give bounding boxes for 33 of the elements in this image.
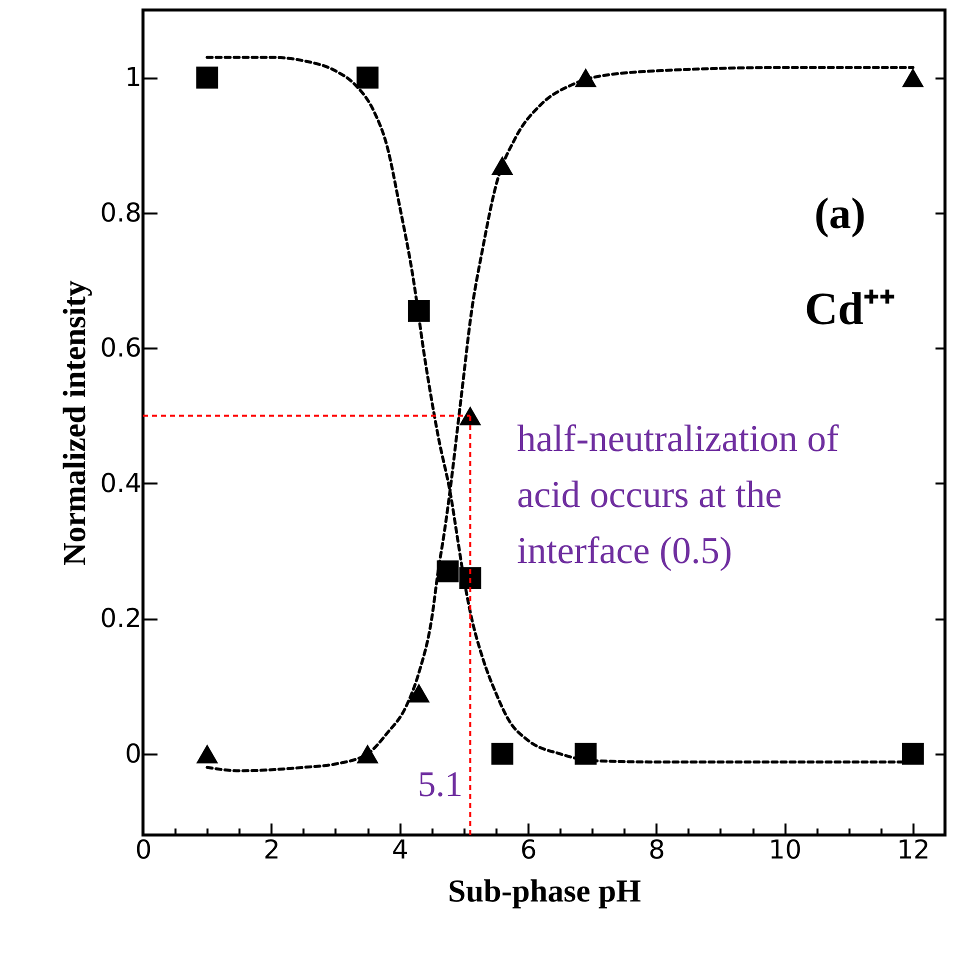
y-tick-label: 0.8 xyxy=(100,198,142,228)
y-tick-label: 1 xyxy=(124,63,142,94)
y-tick-label: 0.2 xyxy=(100,604,142,634)
point xyxy=(356,66,379,89)
point xyxy=(459,406,482,426)
point xyxy=(574,68,597,88)
annotation: (a) xyxy=(814,189,866,238)
point xyxy=(574,742,597,765)
point xyxy=(408,684,430,702)
y-tick-label: 0.6 xyxy=(100,334,142,364)
y-tick-label: 0 xyxy=(124,739,142,770)
point xyxy=(491,156,514,176)
point xyxy=(196,66,218,89)
x-tick-label: 12 xyxy=(896,836,930,866)
ref-line-label: 5.1 xyxy=(418,764,463,804)
point xyxy=(436,560,459,582)
point xyxy=(459,567,482,589)
x-tick-label: 4 xyxy=(392,836,408,866)
point xyxy=(902,742,924,765)
point xyxy=(408,300,430,322)
point xyxy=(196,744,218,764)
point xyxy=(356,744,379,764)
y-axis-title: Normalized intensity xyxy=(56,280,92,566)
x-tick-label: 6 xyxy=(520,836,537,866)
x-tick-label: 8 xyxy=(648,836,666,866)
x-tick-label: 2 xyxy=(264,836,280,866)
annotation: half-neutralization of acid occurs at the interface (0.5) xyxy=(517,418,840,572)
point xyxy=(902,68,924,88)
y-tick-label: 0.4 xyxy=(100,468,142,499)
annotation: Cd⁺⁺ xyxy=(804,283,896,334)
point xyxy=(491,742,514,765)
x-tick-label: 10 xyxy=(768,836,802,866)
x-axis-title: Sub-phase pH xyxy=(448,872,642,908)
